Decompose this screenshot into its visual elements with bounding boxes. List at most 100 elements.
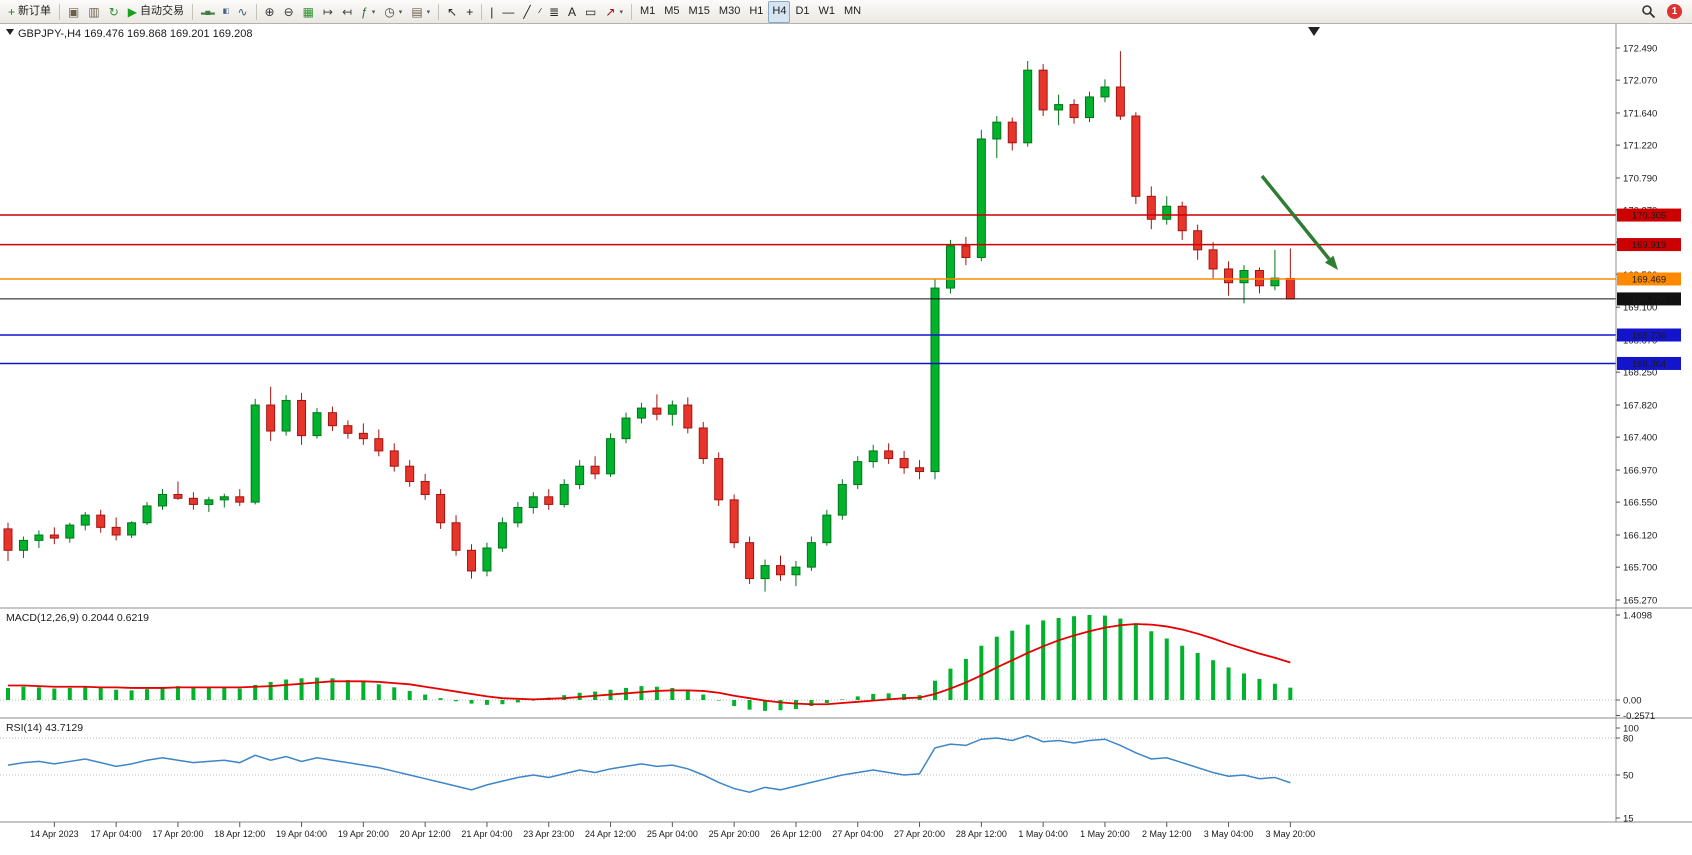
timeframe-m30-button-label: M30 — [718, 5, 741, 17]
macd-histogram-bar — [6, 687, 10, 700]
macd-histogram-bar — [206, 687, 211, 700]
zoom-out-icon[interactable]: ⊖ — [280, 1, 298, 23]
svg-text:168.364: 168.364 — [1632, 359, 1666, 370]
macd-histogram-bar — [21, 686, 26, 700]
macd-histogram-bar — [98, 687, 103, 700]
new-chart-icon: ▣ — [68, 4, 80, 19]
svg-text:3 May 20:00: 3 May 20:00 — [1266, 829, 1316, 839]
toolbar-separator — [255, 3, 257, 20]
main-toolbar: + 新订单 ▣ ▥ ↻ ▶ 自动交易 ▂▄▂ ▮▯ ∿ ⊕ ⊖ ▦ ↦ ↤ ƒ ▾ ◷ ▾ ▤ ▾ ↖ + | — ╱ ∕∕ ≣ A ▭ ↗… — [0, 0, 1692, 24]
timeframe-d1-button[interactable]: D1 — [791, 1, 813, 23]
cursor-icon: ↖ — [447, 4, 458, 19]
svg-text:25 Apr 04:00: 25 Apr 04:00 — [647, 829, 698, 839]
bar-chart-icon[interactable]: ▂▄▂ — [197, 1, 218, 23]
rsi-label: RSI(14) 43.7129 — [6, 722, 83, 734]
timeframe-h4-button-label: H4 — [772, 5, 787, 17]
profiles-icon: ▥ — [88, 4, 100, 19]
horizontal-line-icon[interactable]: — — [498, 1, 518, 23]
timeframe-m5-button[interactable]: M5 — [660, 1, 683, 23]
chart-shift-icon[interactable]: ↤ — [338, 1, 356, 23]
search-button[interactable] — [1637, 1, 1660, 23]
macd-histogram-bar — [1164, 638, 1169, 700]
svg-text:3 May 04:00: 3 May 04:00 — [1204, 829, 1254, 839]
macd-label: MACD(12,26,9) 0.2044 0.6219 — [6, 612, 149, 624]
text-icon[interactable]: A — [564, 1, 580, 23]
trendline-icon[interactable]: ╱ — [519, 1, 534, 23]
chart-shift-icon: ↤ — [342, 4, 353, 19]
macd-histogram-bar — [747, 700, 752, 710]
svg-text:169.100: 169.100 — [1623, 303, 1657, 314]
svg-text:23 Apr 23:00: 23 Apr 23:00 — [523, 829, 574, 839]
macd-histogram-bar — [1087, 614, 1092, 700]
text-label-icon: ▭ — [585, 4, 597, 19]
candles-layer — [3, 51, 1295, 592]
new-chart-icon[interactable]: ▣ — [64, 1, 83, 23]
notifications-badge[interactable]: 1 — [1667, 4, 1682, 19]
rsi-line — [7, 734, 1291, 794]
macd-histogram-bar — [222, 687, 227, 700]
timeframe-h1-button-label: H1 — [749, 5, 764, 17]
svg-text:167.400: 167.400 — [1623, 433, 1657, 444]
macd-histogram-bar — [1211, 660, 1216, 700]
crosshair-icon: + — [466, 4, 474, 19]
macd-histogram-bar — [1118, 618, 1123, 700]
timeframe-m1-button[interactable]: M1 — [636, 1, 659, 23]
fibonacci-icon[interactable]: ≣ — [545, 1, 563, 23]
macd-histogram-bar — [52, 688, 57, 700]
svg-text:166.970: 166.970 — [1623, 466, 1657, 477]
autotrading-icon: ▶ — [127, 4, 137, 19]
macd-histogram-bar — [253, 684, 258, 700]
chart-area[interactable]: 172.490 172.070 171.640 171.220 170.790 170.3… — [0, 24, 1692, 855]
text-label-icon[interactable]: ▭ — [581, 1, 600, 23]
timeframe-mn-button[interactable]: MN — [840, 1, 865, 23]
cursor-icon[interactable]: ↖ — [443, 1, 461, 23]
tile-windows-icon[interactable]: ▦ — [299, 1, 318, 23]
svg-text:24 Apr 12:00: 24 Apr 12:00 — [585, 829, 636, 839]
macd-histogram-bar — [500, 700, 505, 705]
svg-text:1.4098: 1.4098 — [1623, 611, 1652, 622]
new-order-button[interactable]: + 新订单 — [4, 1, 55, 23]
templates-button[interactable]: ▤ ▾ — [407, 1, 434, 23]
crosshair-icon[interactable]: + — [462, 1, 477, 23]
candlestick-chart-icon[interactable]: ▮▯ — [219, 1, 233, 23]
svg-text:169.919: 169.919 — [1632, 240, 1666, 251]
time-axis[interactable]: 14 Apr 2023 17 Apr 04:00 17 Apr 20:00 18 Ap… — [30, 822, 1315, 839]
timeframe-m15-button-label: M15 — [688, 5, 710, 17]
profiles-icon[interactable]: ▥ — [84, 1, 103, 23]
macd-histogram-bar — [145, 689, 150, 700]
channel-icon[interactable]: ∕∕ — [539, 8, 541, 15]
macd-histogram-bar — [361, 681, 366, 700]
autotrading-button[interactable]: ▶ 自动交易 — [124, 1, 188, 23]
svg-text:-0.2571: -0.2571 — [1623, 711, 1655, 722]
timeframe-h1-button[interactable]: H1 — [745, 1, 767, 23]
macd-histogram-bar — [855, 696, 860, 700]
indicators-button[interactable]: ƒ ▾ — [357, 1, 379, 23]
line-chart-icon[interactable]: ∿ — [233, 1, 251, 23]
price-axis[interactable]: 172.490 172.070 171.640 171.220 170.790 170.3… — [1616, 44, 1681, 825]
timeframe-m30-button[interactable]: M30 — [715, 1, 744, 23]
svg-text:28 Apr 12:00: 28 Apr 12:00 — [956, 829, 1007, 839]
vertical-line-icon[interactable]: | — [486, 1, 497, 23]
timeframe-h4-button[interactable]: H4 — [768, 0, 791, 23]
macd-histogram-bar — [114, 689, 119, 700]
arrows-icon[interactable]: ↗ ▾ — [601, 1, 627, 23]
macd-histogram-bar — [438, 698, 443, 700]
price-level-badge: 169.919 — [1617, 238, 1681, 252]
timeframe-m15-button[interactable]: M15 — [685, 1, 714, 23]
macd-histogram-bar — [175, 686, 180, 700]
svg-text:15: 15 — [1623, 814, 1634, 825]
autotrading-button-label: 自动交易 — [140, 5, 184, 17]
svg-text:165.270: 165.270 — [1623, 596, 1657, 607]
auto-scroll-icon[interactable]: ↦ — [319, 1, 337, 23]
zoom-in-icon[interactable]: ⊕ — [261, 1, 279, 23]
macd-histogram-bar — [1056, 618, 1061, 700]
macd-histogram-bar — [1180, 645, 1185, 700]
macd-histogram-bar — [809, 700, 814, 707]
refresh-icon[interactable]: ↻ — [105, 1, 123, 23]
macd-histogram-bar — [963, 659, 968, 700]
timeframe-w1-button[interactable]: W1 — [815, 1, 840, 23]
svg-text:20 Apr 12:00: 20 Apr 12:00 — [400, 829, 451, 839]
macd-histogram-bar — [902, 693, 907, 700]
periods-button[interactable]: ◷ ▾ — [380, 1, 406, 23]
arrows-icon: ↗ — [605, 4, 616, 19]
